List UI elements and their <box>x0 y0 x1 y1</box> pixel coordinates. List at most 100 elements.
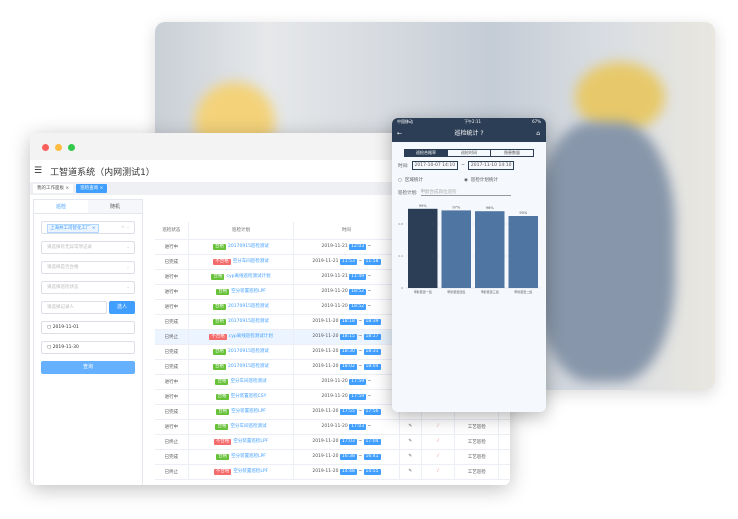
minimize-dot[interactable] <box>55 144 62 151</box>
result-tag: 不合格 <box>213 259 231 265</box>
plan-link[interactable]: 空分装置巡检LPF <box>231 409 266 414</box>
col-plan: 巡检计划 <box>188 222 295 240</box>
tab-random[interactable]: 随机 <box>88 200 142 213</box>
date: 2019-11-20 <box>312 453 339 459</box>
query-button[interactable]: 查询 <box>41 361 135 374</box>
help-icon[interactable]: ? <box>480 130 484 137</box>
edit-icon[interactable]: ✎ <box>399 449 422 465</box>
start-time[interactable]: 2017-10-07 14:10 <box>411 161 459 170</box>
table-row[interactable]: 进行中 合格 空分车间巡检测试 2019-11-20 17:03 ~ ✎ ⁄ 工艺… <box>155 419 510 435</box>
start-time: 12:03 <box>349 243 367 250</box>
pin-icon: ⁄ <box>421 449 456 465</box>
seg-pass-rate[interactable]: 巡检合格率 <box>405 150 448 156</box>
tab-workbench[interactable]: 我的工作面板 × <box>33 184 74 193</box>
type-cell: 工艺巡检 <box>454 464 500 480</box>
status-cell: 已完成 <box>155 449 189 465</box>
edit-icon[interactable]: ✎ <box>399 464 422 480</box>
table-row[interactable]: 已终止 不合格 空分装置巡检LPF 2019-11-20 14:48 ~ 14:5… <box>155 464 510 480</box>
start-time: 11:53 <box>339 258 357 265</box>
back-icon[interactable]: ← <box>397 130 403 137</box>
plan-link[interactable]: 20170915巡检测试 <box>228 319 269 324</box>
result-tag: 合格 <box>215 394 229 400</box>
table-row[interactable]: 已终止 不合格 空分装置巡检LPF 2019-11-20 17:03 ~ 17:0… <box>155 434 510 450</box>
abnormal-select[interactable]: 请选择有无异常项记录 ⌄ <box>41 241 135 254</box>
start-time: 17:03 <box>339 438 357 445</box>
status-cell: 进行中 <box>155 284 189 300</box>
select-person-button[interactable]: 选人 <box>109 301 135 314</box>
pin-icon: ⁄ <box>421 464 456 480</box>
radio-plan[interactable]: ◉ <box>463 177 468 183</box>
recorder-input[interactable]: 请选择记录人 <box>41 301 107 314</box>
status-cell: 进行中 <box>155 389 189 405</box>
filter-sidebar: 巡检 随机 上海井工司智化工厂 × × ⌄ 请选择有无异常项记录 ⌄ 请选择是否合格 ⌄… <box>33 199 143 485</box>
radio-area[interactable]: ○ <box>398 177 402 183</box>
plan-field[interactable]: 甲醇合成岗位巡检 <box>420 189 511 196</box>
seg-hazards[interactable]: 隐患数量 <box>504 150 520 155</box>
date: 2019-11-20 <box>321 393 348 399</box>
end-time: 18:39 <box>363 318 381 325</box>
carrier: 中国移动 <box>397 119 413 124</box>
battery: 67% <box>532 119 541 124</box>
data-label: 90% <box>519 211 527 215</box>
close-dot[interactable] <box>42 144 49 151</box>
start-time: 18:18 <box>339 318 357 325</box>
home-icon[interactable]: ⌂ <box>536 130 540 137</box>
end-date-field[interactable]: ▢ 2019-11-30 <box>41 341 135 354</box>
type-cell: 工艺巡检 <box>454 434 500 450</box>
start-date-field[interactable]: ▢ 2019-11-01 <box>41 321 135 334</box>
result-tag: 合格 <box>215 424 229 430</box>
tab-inspection[interactable]: 巡检 <box>55 204 66 210</box>
plan-link[interactable]: 空分车间巡检测试 <box>230 424 267 429</box>
status-cell: 进行中 <box>155 374 189 390</box>
plan-link[interactable]: 20170915巡检测试 <box>228 304 269 309</box>
plan-link[interactable]: 空分车间巡检测试 <box>230 379 267 384</box>
plan-link[interactable]: 空分装置巡检LPF <box>231 454 266 459</box>
table-row[interactable]: 已完成 合格 空分装置巡检LPF 2019-11-20 16:38 ~ 16:41… <box>155 449 510 465</box>
result-tag: 不合格 <box>213 439 232 445</box>
plan-link[interactable]: cyp离线巡检测试计划 <box>226 274 271 279</box>
factory-select[interactable]: 上海井工司智化工厂 × × ⌄ <box>41 221 135 234</box>
status-select[interactable]: 请选择巡检状态 ⌄ <box>41 281 135 294</box>
status-cell: 已终止 <box>155 434 189 450</box>
edit-icon[interactable]: ✎ <box>399 434 422 450</box>
result-tag: 合格 <box>213 244 227 250</box>
data-label: 96% <box>486 206 494 210</box>
date: 2019-11-20 <box>312 468 339 474</box>
plan-link[interactable]: cyp离线巡检测试计划 <box>228 334 273 339</box>
start-time: 18:02 <box>339 363 357 370</box>
end-time: 18:04 <box>363 363 381 370</box>
plan-link[interactable]: 空分车间巡检测试 <box>232 259 269 264</box>
end-time: 16:41 <box>363 453 381 460</box>
end-time: 18:17 <box>363 333 381 340</box>
section-cell: 甲醇 <box>498 434 510 450</box>
date: 2019-11-20 <box>321 378 348 384</box>
date: 2019-11-20 <box>321 288 348 294</box>
tab-inspection-query[interactable]: 巡检查询 × <box>76 184 108 193</box>
plan-link[interactable]: 空分装置巡检CSY <box>230 394 267 399</box>
plan-link[interactable]: 20170915巡检测试 <box>228 244 269 249</box>
plan-link[interactable]: 20170915巡检测试 <box>228 349 269 354</box>
result-tag: 合格 <box>213 364 227 370</box>
plan-link[interactable]: 20170915巡检测试 <box>228 364 269 369</box>
qualified-select[interactable]: 请选择是否合格 ⌄ <box>41 261 135 274</box>
start-time: 14:48 <box>339 468 357 475</box>
status-cell: 已完成 <box>155 254 189 270</box>
end-time[interactable]: 2017-11-10 14:10 <box>467 161 515 170</box>
edit-icon[interactable]: ✎ <box>399 419 422 435</box>
pass-rate-chart: 0 0.4 0.8 99% 甲醇装置一班 97% 甲醇装置四班 96% 甲醇装置三班 90% 甲醇装… <box>398 204 540 294</box>
end-time: 18:31 <box>363 348 381 355</box>
clock: 下午2:11 <box>464 119 482 124</box>
plan-link[interactable]: 空分装置巡检LPF <box>233 439 269 444</box>
plan-link[interactable]: 空分装置巡检LPF <box>231 289 266 294</box>
x-tick-label: 甲醇装置三班 <box>481 289 499 294</box>
menu-icon[interactable]: ☰ <box>34 166 43 176</box>
date: 2019-11-20 <box>312 408 339 414</box>
date: 2019-11-20 <box>312 318 339 324</box>
status-cell: 已终止 <box>155 464 189 480</box>
section-cell: 甲醇 <box>498 449 510 465</box>
maximize-dot[interactable] <box>68 144 75 151</box>
status-cell: 已完成 <box>155 314 189 330</box>
seg-time[interactable]: 巡检时间 <box>448 150 491 156</box>
date: 2019-11-21 <box>312 258 339 264</box>
plan-link[interactable]: 空分装置巡检LPF <box>233 469 269 474</box>
